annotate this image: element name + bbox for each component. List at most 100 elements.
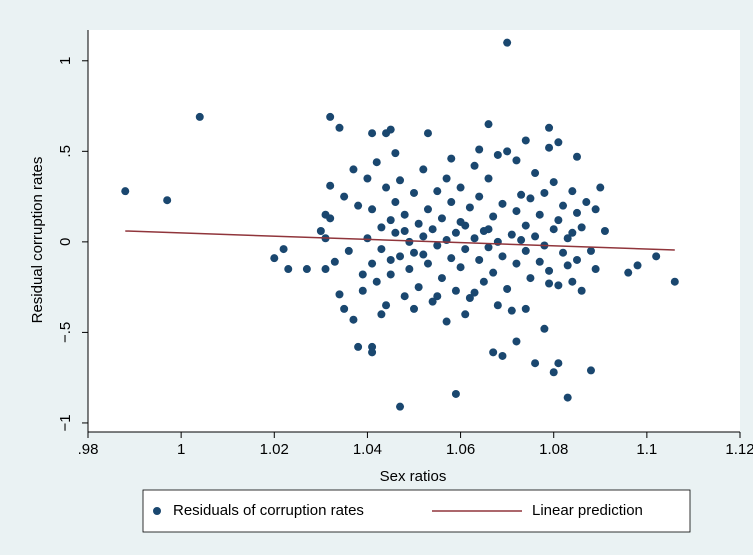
point: [568, 228, 577, 237]
point: [391, 228, 400, 237]
point: [563, 261, 572, 270]
point: [349, 315, 358, 324]
point: [535, 257, 544, 266]
point: [507, 230, 516, 239]
point: [596, 183, 605, 192]
point: [517, 190, 526, 199]
x-tick-label: 1.04: [353, 441, 382, 458]
point: [573, 255, 581, 264]
point: [470, 161, 479, 170]
point: [163, 196, 172, 205]
point: [554, 216, 563, 225]
point: [447, 198, 456, 207]
point: [470, 288, 479, 297]
point: [484, 243, 493, 252]
legend-box: [142, 489, 691, 533]
x-tick-label: 1.12: [725, 441, 753, 458]
point: [577, 286, 586, 295]
point: [372, 158, 381, 167]
y-tick-label: 1: [57, 57, 74, 65]
point: [451, 286, 460, 295]
point: [372, 277, 381, 286]
point: [484, 174, 493, 183]
point: [563, 234, 572, 243]
point: [503, 147, 512, 156]
point: [549, 368, 558, 377]
point: [531, 169, 540, 178]
point: [475, 255, 484, 264]
y-tick-label: −.5: [57, 322, 74, 343]
point: [526, 274, 535, 283]
legend-label: Linear prediction: [532, 502, 643, 519]
point: [559, 248, 568, 257]
point: [582, 198, 591, 207]
point: [489, 348, 498, 357]
point: [377, 310, 386, 319]
point: [423, 205, 432, 214]
point: [400, 227, 409, 235]
point: [386, 216, 395, 225]
point: [517, 236, 526, 245]
point: [382, 301, 391, 310]
point: [456, 263, 465, 272]
point: [442, 317, 451, 326]
point: [465, 294, 474, 302]
point: [330, 257, 339, 266]
point: [531, 359, 540, 368]
point: [545, 123, 554, 132]
point: [437, 214, 446, 223]
point: [363, 174, 372, 183]
point: [624, 268, 633, 277]
point: [368, 259, 377, 268]
point: [423, 259, 432, 268]
point: [335, 123, 344, 132]
y-tick-label: .5: [57, 145, 74, 158]
point: [419, 232, 428, 241]
point: [451, 228, 460, 237]
point: [433, 292, 442, 301]
point: [377, 245, 386, 254]
point: [563, 393, 572, 402]
point: [521, 304, 530, 313]
point: [326, 112, 335, 121]
point: [363, 234, 372, 243]
y-axis-title: Residual corruption rates: [29, 157, 46, 324]
point: [470, 234, 479, 243]
point: [559, 201, 568, 210]
point: [521, 136, 530, 145]
point: [498, 351, 507, 360]
x-tick-label: 1.1: [636, 441, 657, 458]
point: [465, 203, 474, 212]
point: [540, 324, 549, 333]
point: [451, 389, 460, 398]
point: [344, 246, 353, 255]
x-tick-label: .98: [78, 441, 99, 458]
y-tick-label: 0: [57, 238, 74, 246]
point: [498, 199, 507, 208]
fit-line: [125, 230, 675, 251]
point: [549, 178, 558, 187]
point: [423, 129, 432, 138]
point: [326, 214, 335, 223]
point: [340, 192, 349, 201]
point: [493, 301, 502, 310]
point: [321, 265, 330, 274]
point: [437, 274, 446, 283]
point: [545, 279, 554, 288]
point: [377, 223, 386, 232]
x-tick-label: 1.06: [446, 441, 475, 458]
point: [279, 245, 288, 254]
point: [195, 112, 204, 121]
point: [386, 270, 395, 279]
point: [549, 225, 558, 234]
point: [475, 192, 484, 201]
point: [410, 304, 418, 313]
legend-marker: [153, 507, 161, 515]
point: [479, 277, 488, 286]
point: [535, 210, 544, 219]
point: [670, 277, 679, 286]
point: [484, 225, 493, 234]
point: [554, 359, 563, 368]
point: [433, 187, 442, 196]
point: [489, 212, 498, 221]
